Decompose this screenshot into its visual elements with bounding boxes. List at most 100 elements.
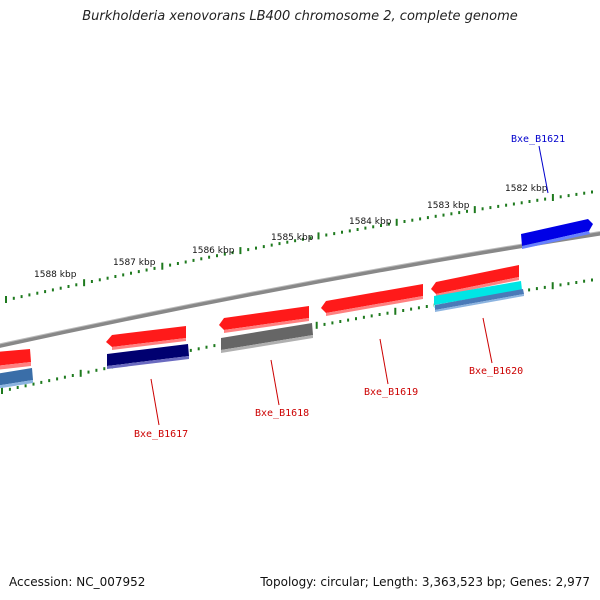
ruler-outer-tick — [169, 263, 172, 267]
ruler-outer-tick — [333, 232, 336, 236]
ruler-outer-tick — [137, 270, 140, 274]
ruler-inner-tick — [48, 379, 51, 383]
ruler-outer-tick — [325, 233, 328, 237]
ruler-outer-tick — [450, 212, 453, 216]
ruler-outer-tick — [489, 206, 492, 210]
ruler-inner-tick — [410, 307, 413, 311]
gene-forward-1617[interactable] — [106, 326, 186, 350]
ruler-outer-tick — [380, 224, 382, 227]
ruler-outer-tick — [434, 214, 437, 218]
ruler-inner-tick — [559, 283, 562, 287]
ruler-outer-tick — [51, 288, 54, 292]
ruler-outer-tick — [348, 229, 351, 233]
ruler-inner-tick — [575, 281, 578, 284]
ruler-inner-tick — [355, 317, 357, 321]
ruler-outer-tick — [497, 204, 500, 208]
ruler-outer-tick — [262, 245, 265, 249]
ruler-inner-tick — [8, 387, 11, 391]
gene-forward-left-partial[interactable] — [0, 349, 31, 370]
gene-forward-1619[interactable] — [321, 284, 423, 316]
ruler-outer-tick — [153, 266, 156, 270]
ruler-inner-tick — [370, 314, 373, 318]
gene-reverse-1618[interactable] — [221, 323, 313, 353]
ruler-label-1583: 1583 kbp — [427, 201, 470, 211]
ruler-outer-tick — [301, 237, 304, 241]
ruler-inner-tick — [417, 306, 420, 310]
ruler-label-1582: 1582 kbp — [505, 184, 548, 194]
ruler-outer-tick — [75, 283, 78, 287]
ruler-outer-tick — [536, 198, 539, 202]
ruler-outer-tick — [473, 206, 476, 214]
ruler-inner-tick — [535, 287, 538, 291]
ruler-inner-tick — [386, 311, 389, 315]
gene-forward-1618[interactable] — [219, 306, 309, 333]
ruler-outer-tick — [114, 275, 117, 278]
ruler-inner-tick — [32, 382, 35, 386]
ruler-outer-tick — [28, 293, 31, 297]
ruler-outer-tick — [130, 271, 132, 275]
ruler-outer-tick — [161, 262, 164, 270]
ruler-label-1585: 1585 kbp — [271, 233, 314, 243]
ruler-outer-tick — [466, 209, 468, 213]
gene-label-1619[interactable]: Bxe_B1619 — [364, 387, 418, 398]
ruler-inner-tick — [567, 282, 570, 286]
ruler-outer-tick — [278, 242, 281, 246]
leader-line-1620 — [482, 317, 493, 364]
ruler-outer-tick — [419, 217, 422, 221]
ruler-outer-tick — [90, 280, 93, 283]
ruler-outer-tick — [481, 207, 484, 211]
ruler-outer-tick — [12, 296, 15, 300]
ruler-inner-tick — [71, 374, 74, 377]
ruler-inner-tick — [189, 348, 192, 352]
ruler-outer-tick — [239, 247, 242, 255]
ruler-inner-tick — [425, 305, 428, 308]
ruler-outer-tick — [442, 213, 445, 217]
ruler-outer-tick — [286, 240, 289, 244]
leader-line-1619 — [379, 338, 389, 385]
ruler-outer-tick — [591, 190, 593, 194]
genome-summary: Topology: circular; Length: 3,363,523 bp… — [260, 575, 590, 589]
gene-label-1618[interactable]: Bxe_B1618 — [255, 408, 309, 419]
ruler-label-1587: 1587 kbp — [113, 258, 156, 268]
ruler-label-1584: 1584 kbp — [349, 217, 392, 227]
ruler-inner-tick — [315, 321, 318, 329]
ruler-outer-tick — [106, 276, 109, 280]
ruler-outer-tick — [512, 202, 515, 206]
ruler-outer-tick — [83, 279, 86, 287]
ruler-label-1588: 1588 kbp — [34, 270, 77, 280]
gene-label-1621[interactable]: Bxe_B1621 — [511, 134, 565, 145]
ruler-outer-tick — [5, 296, 7, 303]
gene-reverse-1617[interactable] — [107, 344, 189, 369]
ruler-outer-tick — [567, 194, 570, 198]
ruler-inner-tick — [331, 321, 334, 325]
accession-label: Accession: NC_007952 — [9, 575, 146, 589]
ruler-inner-tick — [583, 279, 586, 283]
gene-label-1617[interactable]: Bxe_B1617 — [134, 429, 188, 440]
ruler-outer-tick — [341, 230, 343, 234]
gene-reverse-1620-blue[interactable] — [435, 289, 524, 312]
ruler-outer-tick — [59, 286, 62, 290]
ruler-outer-tick — [270, 243, 273, 247]
ruler-outer-tick — [583, 191, 586, 195]
ruler-inner-tick — [103, 367, 106, 371]
gene-forward-1621[interactable] — [521, 219, 593, 249]
ruler-outer-tick — [395, 218, 398, 226]
ruler-inner-tick — [551, 282, 554, 290]
ruler-inner-tick — [63, 375, 66, 379]
ruler-inner-tick — [1, 387, 3, 394]
ruler-outer-tick — [528, 200, 531, 203]
ruler-outer-tick — [20, 295, 23, 299]
gene-reverse-left-partial[interactable] — [0, 368, 33, 389]
gene-label-1620[interactable]: Bxe_B1620 — [469, 366, 523, 377]
ruler-inner-tick — [197, 347, 200, 351]
ruler-inner-tick — [402, 309, 405, 312]
ruler-outer-tick — [505, 203, 508, 207]
ruler-outer — [5, 190, 593, 303]
ruler-outer-tick — [223, 252, 226, 256]
ruler-outer-tick — [208, 255, 211, 259]
ruler-outer-tick — [364, 226, 367, 230]
ruler-outer-tick — [98, 278, 101, 282]
ruler-outer-tick — [145, 268, 148, 272]
ruler-inner-tick — [543, 285, 546, 289]
gene-forward-1620[interactable] — [431, 265, 519, 297]
